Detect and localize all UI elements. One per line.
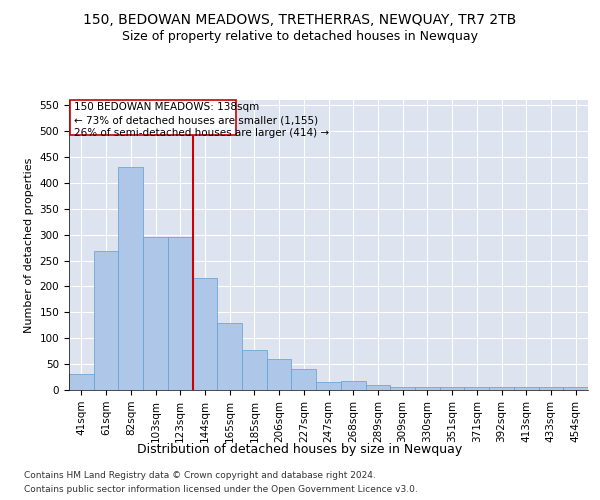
- Bar: [539, 388, 563, 390]
- Bar: [365, 385, 390, 390]
- Bar: [118, 168, 143, 390]
- Text: Size of property relative to detached houses in Newquay: Size of property relative to detached ho…: [122, 30, 478, 43]
- Bar: [489, 388, 514, 390]
- Bar: [390, 388, 415, 390]
- Bar: [193, 278, 217, 390]
- Text: 150 BEDOWAN MEADOWS: 138sqm
← 73% of detached houses are smaller (1,155)
26% of : 150 BEDOWAN MEADOWS: 138sqm ← 73% of det…: [74, 102, 329, 139]
- Text: Contains HM Land Registry data © Crown copyright and database right 2024.: Contains HM Land Registry data © Crown c…: [24, 471, 376, 480]
- Bar: [242, 350, 267, 390]
- Bar: [168, 237, 193, 390]
- Bar: [69, 374, 94, 390]
- FancyBboxPatch shape: [70, 100, 236, 135]
- Y-axis label: Number of detached properties: Number of detached properties: [24, 158, 34, 332]
- Bar: [341, 380, 365, 390]
- Bar: [94, 251, 118, 390]
- Bar: [563, 388, 588, 390]
- Bar: [292, 370, 316, 390]
- Text: Contains public sector information licensed under the Open Government Licence v3: Contains public sector information licen…: [24, 485, 418, 494]
- Bar: [415, 388, 440, 390]
- Bar: [143, 237, 168, 390]
- Bar: [316, 382, 341, 390]
- Text: 150, BEDOWAN MEADOWS, TRETHERRAS, NEWQUAY, TR7 2TB: 150, BEDOWAN MEADOWS, TRETHERRAS, NEWQUA…: [83, 12, 517, 26]
- Bar: [514, 388, 539, 390]
- Text: Distribution of detached houses by size in Newquay: Distribution of detached houses by size …: [137, 442, 463, 456]
- Bar: [464, 388, 489, 390]
- Bar: [440, 388, 464, 390]
- Bar: [267, 359, 292, 390]
- Bar: [217, 322, 242, 390]
